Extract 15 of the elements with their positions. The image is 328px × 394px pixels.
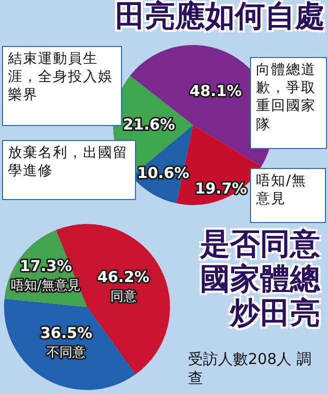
slice-label: 向體總道歉，爭取重回國家隊: [250, 57, 327, 149]
slice-label: 同意: [110, 289, 136, 304]
data-label: 48.1%: [190, 82, 242, 100]
data-label: 21.6%: [122, 116, 176, 134]
text: 受訪人數208人 調查: [188, 350, 312, 388]
data-label: 36.5%: [40, 324, 92, 342]
slice-label: 唔知/無意見: [250, 168, 326, 223]
slice-label: 不同意: [46, 345, 86, 360]
slice-label: 唔知/無意見: [11, 278, 81, 294]
slice-label: 結束運動員生涯，全身投入娛樂界: [2, 46, 122, 126]
chart-title: 田亮應如何自處: [114, 0, 325, 34]
text: 是否同意國家體總炒田亮: [199, 227, 320, 332]
data-label: 46.2%: [97, 268, 150, 286]
data-label: 17.3%: [20, 257, 72, 276]
slice-label: 放棄名利，出國留學進修: [2, 140, 136, 200]
